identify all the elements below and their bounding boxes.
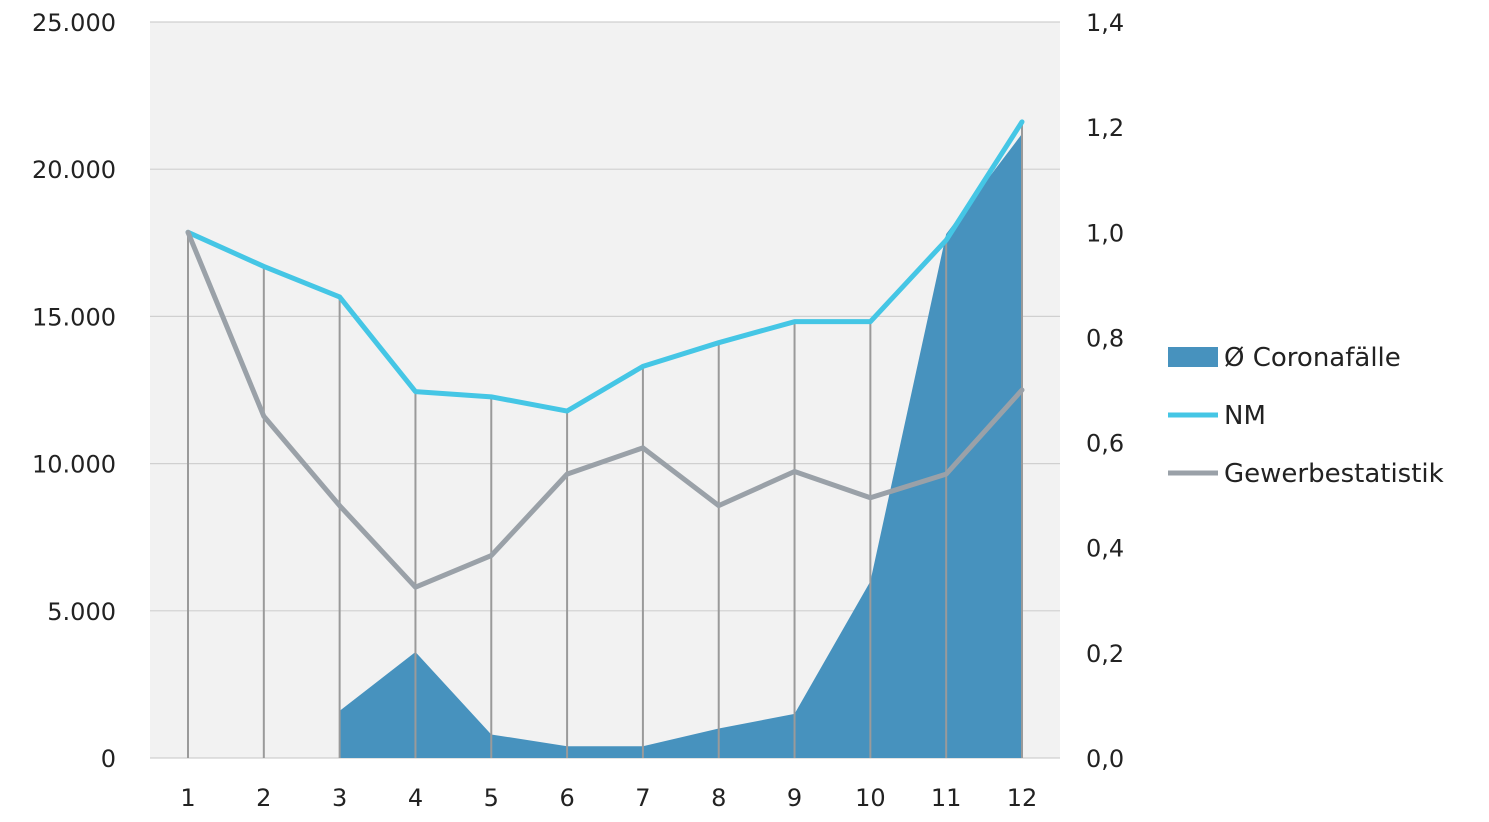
- legend-swatch-area: [1168, 347, 1218, 367]
- point-gewerbestatistik-11: [944, 472, 949, 477]
- point-nm-4: [413, 389, 418, 394]
- point-nm-2: [261, 264, 266, 269]
- point-gewerbestatistik-3: [337, 503, 342, 508]
- point-nm-12: [1020, 119, 1024, 124]
- y-right-tick-label: 1,0: [1086, 219, 1124, 247]
- area-coronafaelle: [339, 133, 1022, 758]
- y-left-tick-label: 0: [101, 745, 116, 773]
- x-tick-label: 4: [408, 784, 423, 812]
- point-nm-3: [337, 294, 342, 299]
- point-nm-7: [640, 364, 645, 369]
- y-right-tick-label: 0,8: [1086, 324, 1124, 352]
- x-tick-label: 2: [256, 784, 271, 812]
- x-axis: 1 2 3 4 5 6 7 8 9 10 11 12: [180, 784, 1037, 812]
- y-left-tick-label: 20.000: [32, 156, 116, 184]
- line-gewerbestatistik: [185, 229, 1025, 590]
- x-tick-label: 12: [1007, 784, 1038, 812]
- point-nm-5: [489, 394, 494, 399]
- point-gewerbestatistik-10: [868, 495, 873, 500]
- legend: Ø Coronafälle NM Gewerbestatistik: [1168, 343, 1444, 489]
- point-nm-9: [792, 319, 797, 324]
- point-nm-6: [565, 409, 570, 414]
- point-nm-11: [944, 238, 949, 243]
- y-left-tick-label: 15.000: [32, 303, 116, 331]
- point-gewerbestatistik-9: [792, 469, 797, 474]
- x-tick-label: 11: [931, 784, 962, 812]
- x-tick-label: 5: [484, 784, 499, 812]
- y-right-tick-label: 0,2: [1086, 640, 1124, 668]
- point-nm-8: [716, 340, 721, 345]
- line-series: [185, 119, 1025, 590]
- y-right-tick-label: 1,4: [1086, 9, 1124, 37]
- legend-label: NM: [1224, 401, 1266, 431]
- point-gewerbestatistik-6: [565, 472, 570, 477]
- point-gewerbestatistik-7: [640, 445, 645, 450]
- x-tick-label: 9: [787, 784, 802, 812]
- legend-label: Gewerbestatistik: [1224, 459, 1444, 489]
- point-nm-10: [868, 319, 873, 324]
- y-right-tick-label: 0,0: [1086, 745, 1124, 773]
- y-axis-left: 0 5.000 10.000 15.000 20.000 25.000: [32, 9, 116, 773]
- y-axis-right: 0,0 0,2 0,4 0,6 0,8 1,0 1,2 1,4: [1086, 9, 1124, 773]
- point-gewerbestatistik-2: [261, 414, 266, 419]
- y-right-tick-label: 0,6: [1086, 430, 1124, 458]
- x-tick-label: 10: [855, 784, 886, 812]
- drop-lines: [187, 121, 1023, 758]
- x-tick-label: 8: [711, 784, 726, 812]
- x-tick-label: 3: [332, 784, 347, 812]
- x-tick-label: 6: [559, 784, 574, 812]
- line-nm: [185, 119, 1025, 414]
- x-tick-label: 1: [180, 784, 195, 812]
- point-gewerbestatistik-4: [413, 585, 418, 590]
- x-tick-label: 7: [635, 784, 650, 812]
- y-right-tick-label: 0,4: [1086, 535, 1124, 563]
- point-gewerbestatistik-5: [489, 553, 494, 558]
- point-gewerbestatistik-8: [716, 503, 721, 508]
- point-gewerbestatistik-12: [1020, 388, 1024, 392]
- y-left-tick-label: 25.000: [32, 9, 116, 37]
- y-left-tick-label: 5.000: [47, 598, 116, 626]
- area-series: [339, 133, 1022, 758]
- point-gewerbestatistik-1: [186, 230, 190, 235]
- legend-label: Ø Coronafälle: [1224, 343, 1401, 373]
- y-left-tick-label: 10.000: [32, 451, 116, 479]
- y-right-tick-label: 1,2: [1086, 114, 1124, 142]
